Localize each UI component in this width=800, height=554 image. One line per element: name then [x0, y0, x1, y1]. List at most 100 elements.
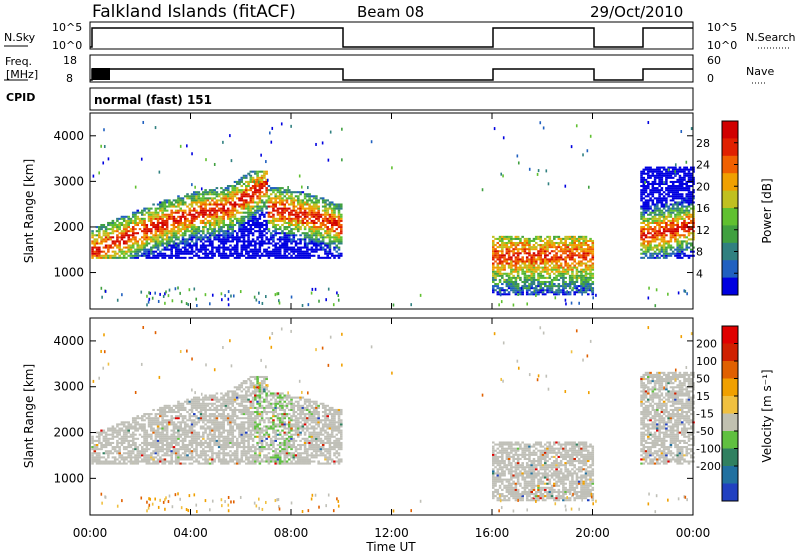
power-cell	[147, 254, 151, 257]
power-cell	[658, 242, 661, 245]
velocity-cell	[134, 462, 137, 465]
power-cell	[260, 199, 264, 202]
power-cell	[220, 226, 223, 229]
power-cell	[568, 274, 572, 277]
power-cell	[667, 223, 670, 227]
power-cell	[580, 272, 583, 275]
power-cell	[512, 276, 515, 279]
power-cell	[498, 268, 502, 271]
power-cell	[530, 270, 534, 273]
power-cell	[231, 213, 235, 216]
power-cell	[247, 252, 250, 255]
power-cell	[667, 219, 670, 222]
power-cell	[658, 207, 661, 210]
power-cell	[251, 211, 255, 214]
power-cell	[251, 254, 255, 257]
power-cell	[328, 238, 332, 241]
power-cell	[653, 189, 657, 192]
power-cell	[656, 217, 659, 220]
velocity-cell	[141, 450, 144, 453]
power-cell	[292, 213, 296, 216]
power-cell	[676, 256, 679, 259]
power-cell	[671, 197, 675, 200]
velocity-cell	[150, 423, 153, 426]
power-cell	[337, 238, 341, 241]
power-cell	[233, 193, 237, 196]
power-cell	[685, 205, 689, 208]
power-cell	[492, 262, 495, 265]
power-cell	[642, 176, 646, 179]
power-cell	[247, 230, 250, 233]
velocity-cell	[143, 419, 146, 422]
power-cell	[555, 252, 558, 255]
power-cell	[669, 209, 673, 212]
power-cell	[211, 197, 214, 200]
power-cell	[678, 234, 682, 237]
power-cell	[172, 244, 176, 247]
power-cell	[546, 280, 549, 284]
power-cell	[116, 256, 119, 259]
power-cell	[683, 201, 686, 204]
power-cell	[238, 199, 241, 202]
power-cell	[317, 242, 320, 245]
power-cell	[676, 244, 679, 247]
power-cell	[113, 242, 117, 245]
power-cell	[676, 232, 679, 235]
power-cell	[118, 226, 121, 229]
power-cell	[651, 246, 655, 249]
power-cell	[100, 228, 103, 231]
power-cell	[544, 244, 547, 247]
power-cell	[676, 168, 679, 171]
power-cell	[287, 234, 291, 237]
power-cell	[539, 235, 543, 238]
power-cell	[272, 230, 275, 233]
power-cell	[669, 223, 673, 227]
velocity-cell	[170, 446, 173, 449]
velocity-cell	[91, 462, 94, 465]
power-cell	[496, 272, 500, 275]
velocity-cell	[136, 417, 140, 420]
power-cell	[671, 189, 675, 192]
power-cell	[249, 217, 253, 220]
power-cell	[161, 232, 164, 235]
velocity-cell	[143, 423, 146, 426]
power-cell	[163, 242, 167, 245]
power-cell	[281, 187, 284, 190]
power-cell	[190, 203, 194, 206]
power-cell	[276, 256, 280, 259]
power-cell	[258, 199, 262, 202]
power-cell	[315, 240, 318, 243]
velocity-cell	[138, 456, 142, 459]
power-cell	[299, 203, 302, 206]
power-cell	[674, 217, 677, 220]
power-cell	[568, 266, 572, 269]
power-cell	[156, 234, 160, 237]
power-cell	[562, 280, 565, 284]
power-cell	[222, 191, 225, 194]
power-cell	[562, 287, 565, 290]
velocity-cell	[116, 450, 119, 453]
power-cell	[217, 221, 221, 224]
power-cell	[172, 219, 176, 222]
power-cell	[129, 248, 133, 251]
power-cell	[111, 228, 115, 231]
power-cell	[315, 232, 318, 235]
power-cell	[231, 223, 235, 227]
velocity-cell	[118, 437, 121, 440]
power-cell	[254, 209, 257, 212]
power-cell	[660, 180, 664, 183]
power-cell	[165, 219, 169, 222]
power-cell	[671, 205, 675, 208]
power-cell	[204, 217, 207, 220]
power-cell	[145, 230, 149, 233]
power-cell	[258, 223, 262, 227]
power-cell	[294, 244, 298, 247]
power-cell	[138, 254, 142, 257]
power-cell	[537, 272, 540, 275]
power-cell	[206, 238, 210, 241]
power-cell	[193, 201, 196, 204]
power-cell	[258, 176, 262, 179]
velocity-cell	[152, 462, 155, 465]
power-cell	[505, 289, 509, 292]
power-cell	[539, 237, 543, 240]
